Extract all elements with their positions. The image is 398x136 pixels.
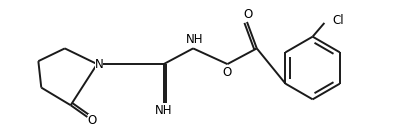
Text: NH: NH (186, 33, 204, 46)
Text: O: O (243, 8, 253, 21)
Text: O: O (88, 114, 97, 127)
Text: NH: NH (155, 104, 172, 117)
Text: N: N (95, 58, 103, 71)
Text: Cl: Cl (332, 13, 344, 27)
Text: O: O (223, 66, 232, 79)
